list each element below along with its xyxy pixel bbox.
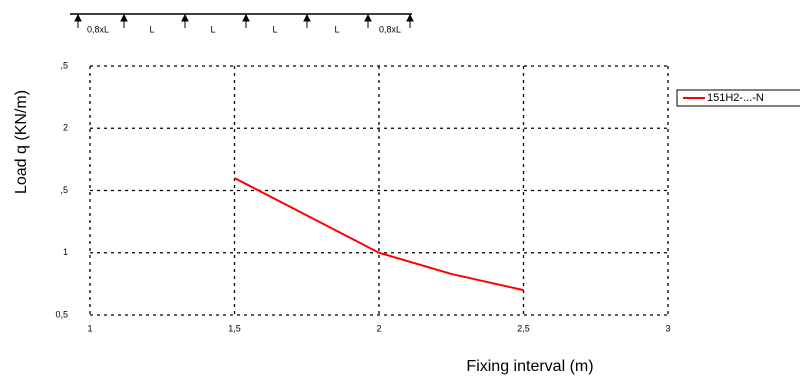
beam-diagram xyxy=(70,13,414,28)
x-axis-label: Fixing interval (m) xyxy=(466,358,593,375)
y-axis-label: Load q (KN/m) xyxy=(13,90,30,194)
x-tick-label: 2 xyxy=(376,323,381,333)
beam-label: 0,8xL xyxy=(87,24,109,34)
legend-box xyxy=(676,89,800,107)
y-tick-label: ,5 xyxy=(60,185,68,195)
y-tick-label: 1 xyxy=(63,247,68,257)
beam-label: L xyxy=(210,24,215,34)
y-tick-label: ,5 xyxy=(60,60,68,70)
beam-label: L xyxy=(272,24,277,34)
data-line xyxy=(234,177,524,292)
x-tick-label: 1,5 xyxy=(228,323,241,333)
y-tick-label: 2 xyxy=(63,123,68,133)
beam-label: 0,8xL xyxy=(379,24,401,34)
beam-label: L xyxy=(334,24,339,34)
beam-label: L xyxy=(149,24,154,34)
x-tick-label: 1 xyxy=(87,323,92,333)
x-tick-label: 3 xyxy=(665,323,670,333)
legend-label: 151H2-...-N xyxy=(707,92,764,104)
x-tick-label: 2,5 xyxy=(517,323,530,333)
y-tick-label: 0,5 xyxy=(55,309,68,319)
